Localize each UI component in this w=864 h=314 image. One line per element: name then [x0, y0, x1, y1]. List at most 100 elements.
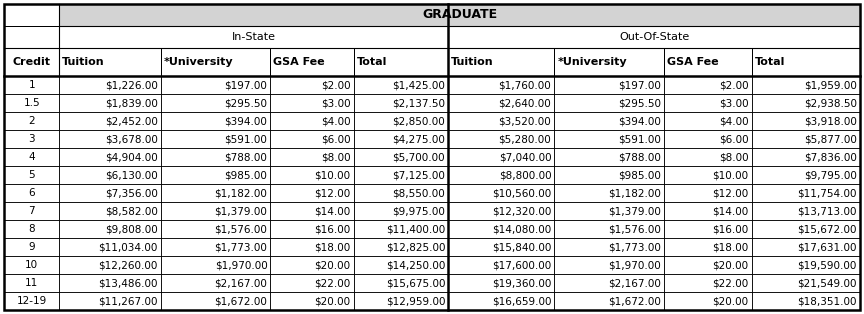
- Text: $1,379.00: $1,379.00: [608, 206, 661, 216]
- Bar: [4, 292, 60, 310]
- Text: $22.00: $22.00: [712, 278, 748, 288]
- Bar: [161, 202, 270, 220]
- Text: $1,760.00: $1,760.00: [499, 80, 551, 90]
- Bar: [555, 76, 664, 94]
- Text: 7: 7: [29, 206, 35, 216]
- Text: $10.00: $10.00: [314, 170, 351, 180]
- Bar: [161, 292, 270, 310]
- Bar: [270, 130, 353, 148]
- Bar: [664, 256, 752, 274]
- Text: $3.00: $3.00: [719, 98, 748, 108]
- Bar: [752, 94, 860, 112]
- Text: $13,486.00: $13,486.00: [98, 278, 158, 288]
- Text: $1,672.00: $1,672.00: [214, 296, 268, 306]
- Bar: [60, 4, 860, 26]
- Text: Credit: Credit: [13, 57, 51, 67]
- Text: *University: *University: [557, 57, 627, 67]
- Bar: [448, 94, 555, 112]
- Bar: [270, 292, 353, 310]
- Bar: [664, 238, 752, 256]
- Text: $394.00: $394.00: [225, 116, 268, 126]
- Bar: [353, 220, 448, 238]
- Text: $3,918.00: $3,918.00: [804, 116, 857, 126]
- Text: $1,226.00: $1,226.00: [105, 80, 158, 90]
- Bar: [4, 184, 60, 202]
- Text: $18.00: $18.00: [712, 242, 748, 252]
- Text: $11,400.00: $11,400.00: [386, 224, 445, 234]
- Bar: [270, 220, 353, 238]
- Bar: [270, 148, 353, 166]
- Bar: [4, 94, 60, 112]
- Text: $1,425.00: $1,425.00: [392, 80, 445, 90]
- Bar: [664, 148, 752, 166]
- Text: $14.00: $14.00: [314, 206, 351, 216]
- Bar: [270, 202, 353, 220]
- Bar: [664, 76, 752, 94]
- Text: $985.00: $985.00: [618, 170, 661, 180]
- Bar: [664, 94, 752, 112]
- Bar: [270, 256, 353, 274]
- Bar: [161, 184, 270, 202]
- Bar: [664, 184, 752, 202]
- Bar: [161, 48, 270, 76]
- Bar: [448, 148, 555, 166]
- Bar: [270, 48, 353, 76]
- Text: $1,576.00: $1,576.00: [214, 224, 268, 234]
- Bar: [555, 112, 664, 130]
- Bar: [353, 130, 448, 148]
- Text: $6,130.00: $6,130.00: [105, 170, 158, 180]
- Text: $20.00: $20.00: [713, 260, 748, 270]
- Text: $788.00: $788.00: [225, 152, 268, 162]
- Bar: [752, 166, 860, 184]
- Bar: [555, 256, 664, 274]
- Text: $2,452.00: $2,452.00: [105, 116, 158, 126]
- Bar: [448, 76, 555, 94]
- Text: $7,040.00: $7,040.00: [499, 152, 551, 162]
- Text: Tuition: Tuition: [62, 57, 105, 67]
- Bar: [353, 130, 448, 148]
- Text: $591.00: $591.00: [225, 134, 268, 144]
- Bar: [60, 220, 161, 238]
- Bar: [60, 274, 161, 292]
- Bar: [161, 238, 270, 256]
- Text: Total: Total: [357, 57, 387, 67]
- Bar: [60, 292, 161, 310]
- Text: $1,672.00: $1,672.00: [608, 296, 661, 306]
- Bar: [353, 166, 448, 184]
- Bar: [752, 220, 860, 238]
- Bar: [664, 292, 752, 310]
- Bar: [555, 274, 664, 292]
- Bar: [4, 256, 60, 274]
- Text: $18,351.00: $18,351.00: [797, 296, 857, 306]
- Text: $22.00: $22.00: [314, 278, 351, 288]
- Bar: [555, 94, 664, 112]
- Bar: [161, 220, 270, 238]
- Bar: [664, 130, 752, 148]
- Bar: [161, 274, 270, 292]
- Bar: [353, 148, 448, 166]
- Text: 11: 11: [25, 278, 38, 288]
- Bar: [752, 148, 860, 166]
- Text: $5,280.00: $5,280.00: [499, 134, 551, 144]
- Bar: [664, 48, 752, 76]
- Bar: [448, 148, 555, 166]
- Text: $19,360.00: $19,360.00: [492, 278, 551, 288]
- Bar: [60, 26, 448, 48]
- Bar: [752, 48, 860, 76]
- Bar: [4, 220, 60, 238]
- Bar: [664, 112, 752, 130]
- Bar: [60, 274, 161, 292]
- Text: $197.00: $197.00: [618, 80, 661, 90]
- Text: $6.00: $6.00: [719, 134, 748, 144]
- Text: $1,959.00: $1,959.00: [804, 80, 857, 90]
- Bar: [4, 274, 60, 292]
- Text: $9,975.00: $9,975.00: [392, 206, 445, 216]
- Bar: [270, 76, 353, 94]
- Bar: [161, 148, 270, 166]
- Bar: [448, 292, 555, 310]
- Bar: [60, 130, 161, 148]
- Bar: [664, 202, 752, 220]
- Text: $11,034.00: $11,034.00: [98, 242, 158, 252]
- Bar: [353, 48, 448, 76]
- Text: 10: 10: [25, 260, 38, 270]
